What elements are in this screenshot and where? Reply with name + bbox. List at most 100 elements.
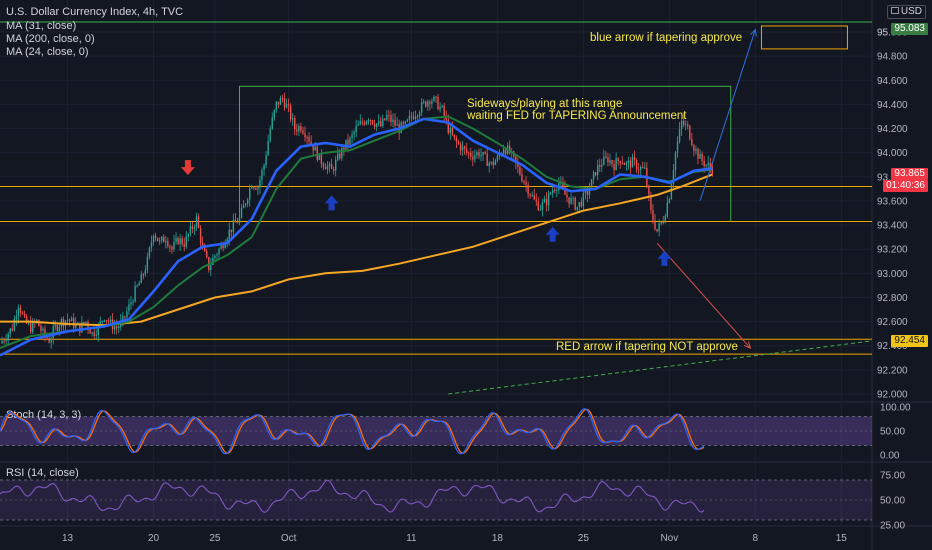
- candle-body: [625, 162, 628, 165]
- candle-body: [597, 165, 599, 176]
- support-price-tag: 92.454: [891, 335, 928, 347]
- chart-symbol-title[interactable]: U.S. Dollar Currency Index, 4h, TVC: [6, 6, 184, 18]
- arrow-up-icon: [657, 250, 672, 266]
- candle-body: [242, 204, 245, 209]
- candle-body: [527, 184, 529, 195]
- candle-body: [699, 154, 701, 159]
- candle-body: [504, 149, 507, 154]
- candle-body: [394, 119, 396, 126]
- indicator-legend-ma24[interactable]: MA (24, close, 0): [6, 46, 89, 58]
- candle-body: [408, 115, 411, 120]
- candle-body: [115, 326, 118, 329]
- candle-body: [588, 189, 591, 195]
- candle-body: [466, 148, 468, 153]
- y-tick-label: 93.600: [877, 196, 908, 207]
- rsi-tick-label: 50.00: [880, 496, 905, 507]
- candle-body: [171, 246, 173, 250]
- candle-body: [556, 190, 558, 192]
- candle-body: [261, 170, 263, 180]
- annotation-range-line2[interactable]: waiting FED for TAPERING Announcement: [467, 110, 687, 122]
- stoch-tick-label: 0.00: [880, 451, 900, 462]
- candle-body: [345, 139, 347, 150]
- candle-body: [134, 286, 136, 302]
- rsi-tick-label: 25.00: [880, 521, 905, 532]
- candle-body: [685, 124, 687, 126]
- candle-body: [179, 238, 181, 245]
- candle-body: [189, 226, 192, 235]
- stoch-title: Stoch (14, 3, 3): [6, 409, 81, 421]
- candle-body: [629, 160, 632, 168]
- candle-body: [592, 172, 595, 180]
- candle-body: [9, 328, 11, 334]
- candle-body: [576, 206, 578, 210]
- y-tick-label: 94.600: [877, 76, 908, 87]
- candle-body: [15, 316, 18, 319]
- x-tick-label: 25: [578, 533, 590, 544]
- y-tick-label: 92.000: [877, 390, 908, 401]
- candle-body: [570, 198, 572, 204]
- candle-body: [404, 121, 406, 124]
- candle-body: [17, 307, 20, 317]
- candle-body: [412, 116, 415, 119]
- candle-body: [425, 101, 427, 107]
- candle-body: [373, 123, 376, 127]
- candle-body: [138, 283, 140, 286]
- candle-body: [554, 189, 556, 191]
- candle-body: [136, 285, 138, 287]
- candle-body: [543, 198, 546, 203]
- candle-body: [459, 143, 462, 151]
- indicator-legend-ma31[interactable]: MA (31, close): [6, 20, 77, 32]
- candle-body: [152, 235, 155, 243]
- candle-body: [81, 322, 83, 333]
- annotation-range-line1[interactable]: Sideways/playing at this range: [467, 98, 623, 110]
- candle-body: [58, 326, 61, 331]
- candle-body: [687, 124, 689, 126]
- candle-body: [603, 156, 605, 165]
- indicator-legend-ma200[interactable]: MA (200, close, 0): [6, 33, 95, 45]
- x-tick-label: 15: [836, 533, 848, 544]
- y-tick-label: 94.200: [877, 124, 908, 135]
- candle-body: [357, 124, 359, 126]
- candle-body: [19, 307, 22, 313]
- candle-body: [535, 199, 538, 202]
- annotation-blue-arrow[interactable]: blue arrow if tapering approve: [590, 32, 743, 44]
- candle-body: [648, 186, 650, 195]
- candle-body: [533, 195, 535, 200]
- candle-body: [7, 333, 9, 341]
- candle-body: [654, 220, 656, 230]
- candle-body: [27, 322, 30, 324]
- candle-body: [355, 125, 357, 132]
- candle-body: [150, 242, 153, 248]
- candle-body: [220, 245, 222, 249]
- candle-body: [277, 101, 280, 105]
- candle-body: [429, 101, 431, 104]
- candle-body: [343, 147, 345, 150]
- candle-body: [461, 146, 464, 151]
- candle-body: [199, 227, 202, 244]
- candle-body: [519, 166, 521, 175]
- candle-body: [334, 159, 337, 171]
- candle-body: [234, 219, 237, 223]
- annotation-red-arrow[interactable]: RED arrow if tapering NOT approve: [556, 341, 738, 353]
- candle-body: [549, 193, 552, 195]
- lock-icon: [890, 7, 899, 14]
- candle-body: [427, 101, 429, 107]
- currency-selector[interactable]: USD: [886, 5, 926, 19]
- candle-body: [337, 153, 339, 160]
- candle-body: [353, 131, 355, 135]
- candle-body: [296, 129, 298, 132]
- candle-body: [265, 155, 267, 166]
- candle-body: [175, 237, 177, 242]
- candle-body: [609, 160, 611, 163]
- candle-body: [578, 202, 580, 207]
- candle-body: [463, 146, 466, 149]
- candle-body: [480, 155, 482, 157]
- candle-body: [23, 313, 26, 317]
- arrow-up-icon: [545, 226, 560, 242]
- candle-body: [132, 301, 134, 303]
- candle-body: [515, 156, 517, 163]
- arrow-down-icon: [180, 160, 195, 176]
- candle-body: [203, 246, 206, 252]
